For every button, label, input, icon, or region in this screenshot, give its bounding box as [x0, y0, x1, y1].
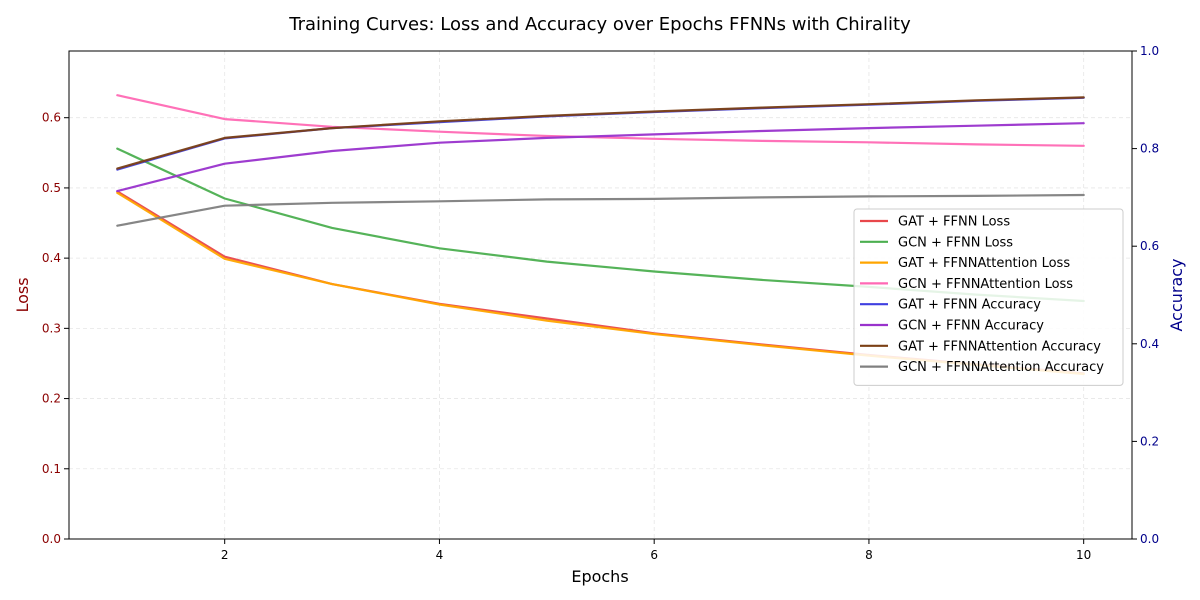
series-line-4: [116, 94, 1085, 147]
right-y-tick-label: 0.4: [1140, 337, 1159, 351]
axes: 2 4 6 8 10 0.0 0.1 0.2 0.3 0.4 0.5 0.6 0.0 0.2 0.4 0.6 0…: [42, 44, 1159, 562]
left-y-tick-label: 0.4: [42, 251, 61, 265]
right-y-tick-label: 0.6: [1140, 239, 1159, 253]
left-y-tick-label: 0.2: [42, 392, 61, 406]
legend-label: GAT + FFNN Loss: [898, 215, 1010, 230]
left-y-tick-label: 0.1: [42, 462, 61, 476]
x-axis-title: Epochs: [571, 567, 628, 586]
left-y-tick-label: 0.0: [42, 532, 61, 546]
right-y-tick-label: 0.0: [1140, 532, 1159, 546]
legend-label: GAT + FFNNAttention Accuracy: [898, 339, 1101, 354]
series-line-6: [116, 122, 1085, 193]
x-tick-label: 8: [865, 548, 873, 562]
plot-frame: [68, 50, 1133, 540]
series-line-8: [116, 193, 1085, 227]
right-y-tick-label: 0.8: [1140, 142, 1159, 156]
left-y-tick-label: 0.5: [42, 181, 61, 195]
right-y-tick-label: 1.0: [1140, 44, 1159, 58]
legend-label: GCN + FFNN Loss: [898, 235, 1013, 250]
legend: GAT + FFNN Loss GCN + FFNN Loss GAT + FFNN…: [853, 208, 1124, 386]
legend-label: GCN + FFNNAttention Accuracy: [898, 360, 1104, 375]
x-tick-label: 4: [436, 548, 444, 562]
x-tick-label: 2: [221, 548, 229, 562]
series-line-7: [116, 96, 1085, 170]
right-y-tick-label: 0.2: [1140, 434, 1159, 448]
left-y-tick-label: 0.6: [42, 111, 61, 125]
chart-title: Training Curves: Loss and Accuracy over …: [288, 14, 911, 35]
x-tick-label: 6: [650, 548, 658, 562]
series-lines: [116, 94, 1085, 376]
legend-label: GCN + FFNNAttention Loss: [898, 277, 1073, 292]
right-y-axis-title: Accuracy: [1167, 258, 1186, 331]
left-y-tick-label: 0.3: [42, 321, 61, 335]
legend-label: GCN + FFNN Accuracy: [898, 319, 1044, 334]
left-y-axis-title: Loss: [13, 277, 32, 312]
legend-label: GAT + FFNNAttention Loss: [898, 256, 1070, 271]
legend-box: [853, 208, 1124, 386]
x-tick-label: 10: [1076, 548, 1091, 562]
legend-label: GAT + FFNN Accuracy: [898, 298, 1041, 313]
